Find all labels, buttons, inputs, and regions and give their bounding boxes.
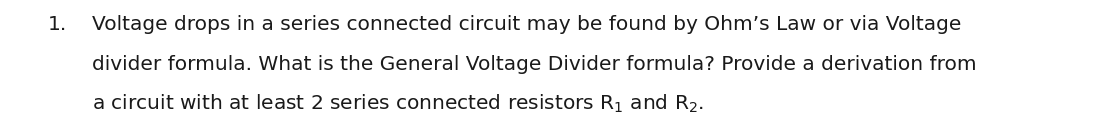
Text: divider formula. What is the General Voltage Divider formula? Provide a derivati: divider formula. What is the General Vol…	[92, 55, 977, 74]
Text: 1.: 1.	[48, 15, 67, 34]
Text: a circuit with at least 2 series connected resistors R$_1$ and R$_2$.: a circuit with at least 2 series connect…	[92, 93, 704, 115]
Text: Voltage drops in a series connected circuit may be found by Ohm’s Law or via Vol: Voltage drops in a series connected circ…	[92, 15, 961, 34]
